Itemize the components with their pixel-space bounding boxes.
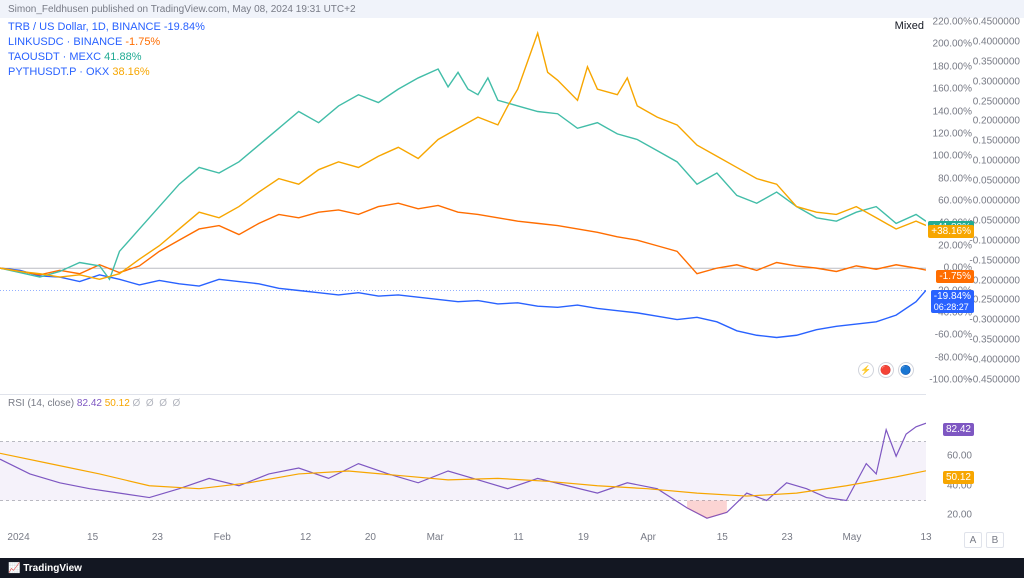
tradingview-logo[interactable]: 📈 TradingView xyxy=(8,563,82,574)
rsi-chart[interactable] xyxy=(0,412,926,530)
time-axis[interactable]: 20241523Feb1220Mar1119Apr1523May13 xyxy=(0,532,926,548)
flag-icon-1[interactable]: 🔴 xyxy=(878,362,894,378)
header-bar: Simon_Feldhusen published on TradingView… xyxy=(0,0,1024,18)
axis-btn-a[interactable]: A xyxy=(964,532,982,548)
flash-icon[interactable]: ⚡ xyxy=(858,362,874,378)
axis-btn-b[interactable]: B xyxy=(986,532,1004,548)
header-text: Simon_Feldhusen published on TradingView… xyxy=(8,4,356,15)
rsi-legend[interactable]: RSI (14, close) 82.42 50.12 Ø Ø Ø Ø xyxy=(8,398,180,409)
rsi-value-1: 82.42 xyxy=(77,398,102,409)
main-chart[interactable] xyxy=(0,22,926,380)
rsi-settings[interactable]: Ø Ø Ø Ø xyxy=(133,398,181,409)
chart-action-icons: ⚡ 🔴 🔵 xyxy=(858,362,914,378)
flag-icon-2[interactable]: 🔵 xyxy=(898,362,914,378)
right-axis-pct[interactable]: -100.00%-80.00%-60.00%-40.00%-20.00%0.00… xyxy=(928,22,976,380)
footer-bar: 📈 TradingView xyxy=(0,558,1024,578)
rsi-label: RSI (14, close) xyxy=(8,398,74,409)
axis-buttons: A B xyxy=(964,532,1004,548)
rsi-value-2: 50.12 xyxy=(105,398,130,409)
panel-separator xyxy=(0,394,926,395)
right-axis-val[interactable]: -0.4500000-0.4000000-0.3500000-0.3000000… xyxy=(976,22,1024,380)
